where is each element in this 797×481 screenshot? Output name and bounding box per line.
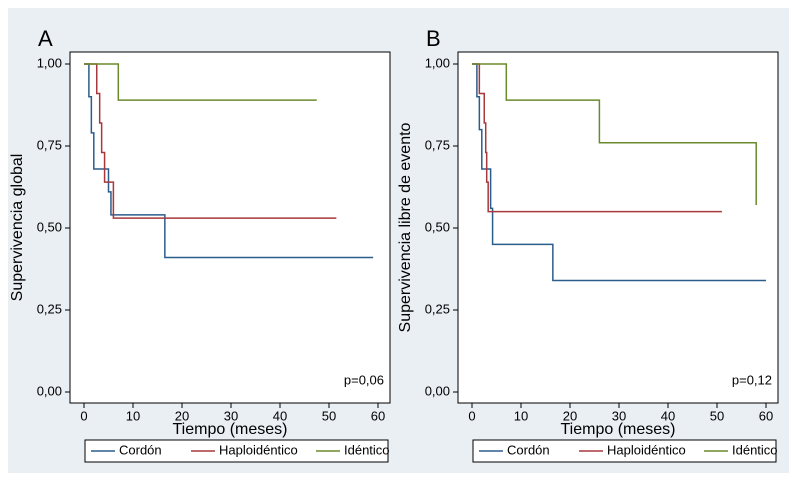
- y-tick-label: 0,25: [425, 301, 450, 316]
- x-tick-label: 0: [80, 408, 87, 423]
- panel-letter: B: [426, 26, 441, 51]
- survival-curve: [472, 63, 757, 206]
- x-tick-label: 40: [661, 408, 675, 423]
- x-axis-label: Tiempo (meses): [173, 421, 288, 438]
- legend-label: Haploidéntico: [607, 442, 686, 457]
- y-tick-label: 0,75: [37, 137, 62, 152]
- legend-label: Idéntico: [732, 442, 778, 457]
- plot-area: [457, 51, 779, 404]
- y-tick-label: 0,25: [37, 301, 62, 316]
- survival-curve: [472, 63, 722, 213]
- survival-curve: [84, 63, 337, 219]
- legend-label: Haploidéntico: [219, 442, 298, 457]
- legend-label: Idéntico: [344, 442, 390, 457]
- x-tick-label: 30: [612, 408, 626, 423]
- y-tick-label: 1,00: [37, 55, 62, 70]
- legend-box: [472, 439, 777, 463]
- y-tick-label: 1,00: [425, 55, 450, 70]
- y-tick-label: 0,00: [425, 383, 450, 398]
- y-axis-label: Supervivencia global: [9, 154, 26, 302]
- x-tick-label: 60: [759, 408, 773, 423]
- x-tick-label: 10: [514, 408, 528, 423]
- x-tick-label: 50: [322, 408, 336, 423]
- panel-letter: A: [38, 26, 53, 51]
- y-tick-label: 0,00: [37, 383, 62, 398]
- p-value: p=0,12: [732, 372, 772, 387]
- y-tick-label: 0,75: [425, 137, 450, 152]
- x-tick-label: 10: [126, 408, 140, 423]
- x-tick-label: 0: [468, 408, 475, 423]
- x-axis-label: Tiempo (meses): [561, 421, 676, 438]
- x-tick-label: 20: [175, 408, 189, 423]
- x-tick-label: 20: [563, 408, 577, 423]
- legend-box: [84, 439, 389, 463]
- y-axis-label: Supervivencia libre de evento: [397, 122, 414, 332]
- x-tick-label: 30: [224, 408, 238, 423]
- p-value: p=0,06: [344, 372, 384, 387]
- survival-curve: [84, 63, 317, 101]
- y-tick-label: 0,50: [37, 219, 62, 234]
- x-tick-label: 50: [710, 408, 724, 423]
- legend-label: Cordón: [507, 442, 550, 457]
- plot-area: [69, 51, 391, 404]
- x-tick-label: 40: [273, 408, 287, 423]
- survival-curve: [84, 63, 374, 259]
- x-tick-label: 60: [371, 408, 385, 423]
- legend-label: Cordón: [119, 442, 162, 457]
- y-tick-label: 0,50: [425, 219, 450, 234]
